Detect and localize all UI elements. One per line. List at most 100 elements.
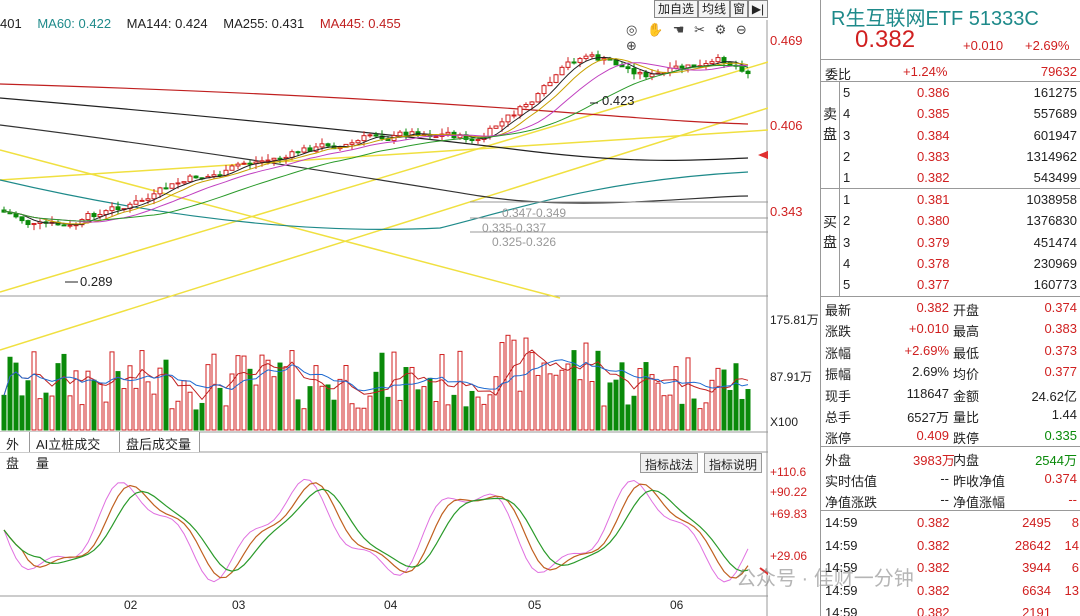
volume-bar bbox=[373, 371, 379, 431]
volume-bar bbox=[511, 339, 517, 431]
volume-bar bbox=[319, 385, 325, 431]
volume-bar bbox=[463, 406, 469, 431]
stat-value: 0.374 bbox=[1044, 300, 1077, 315]
volume-bar bbox=[661, 395, 667, 431]
divider bbox=[821, 59, 1080, 60]
webi-row: 委比 +1.24% 79632 bbox=[821, 61, 1080, 82]
volume-bar bbox=[139, 350, 145, 431]
buy-order-row[interactable]: 2 0.380 1376830 bbox=[821, 210, 1080, 231]
candle-body bbox=[31, 222, 37, 226]
buy-order-row[interactable]: 4 0.378 230969 bbox=[821, 253, 1080, 274]
volume-ma-line bbox=[3, 359, 749, 396]
sell-order-row[interactable]: 5 0.386 161275 bbox=[821, 82, 1080, 103]
sell-order-row[interactable]: 2 0.383 1314962 bbox=[821, 146, 1080, 167]
buy-order-row[interactable]: 1 0.381 1038958 bbox=[821, 189, 1080, 210]
indicator-help-button[interactable]: 指标说明 bbox=[704, 453, 763, 473]
tab-ai-volume[interactable]: AI立桩成交量 bbox=[30, 432, 120, 471]
volume-bar bbox=[451, 394, 457, 431]
sell-order-row[interactable]: 4 0.385 557689 bbox=[821, 103, 1080, 124]
level-number: 2 bbox=[843, 148, 851, 164]
candle-body bbox=[85, 213, 91, 221]
trend-line-upper bbox=[0, 61, 768, 293]
order-price: 0.384 bbox=[917, 127, 950, 143]
candle-body bbox=[571, 61, 577, 64]
indicator-strategy-button[interactable]: 指标战法 bbox=[640, 453, 699, 473]
candle-body bbox=[535, 93, 541, 103]
volume-bar bbox=[97, 383, 103, 431]
volume-bar bbox=[457, 350, 463, 431]
ma445-label: MA445: 0.455 bbox=[319, 16, 401, 31]
window-button[interactable]: 窗 bbox=[730, 0, 748, 18]
tab-after-hours-volume[interactable]: 盘后成交量 bbox=[120, 432, 200, 452]
zoom-out-icon[interactable]: ⊖ bbox=[735, 22, 747, 37]
ma-line-button[interactable]: 均线 bbox=[698, 0, 730, 18]
order-volume: 1314962 bbox=[1026, 148, 1077, 164]
volume-bar bbox=[577, 379, 583, 431]
volume-bar bbox=[571, 350, 577, 431]
candle-body bbox=[709, 61, 715, 65]
tick-volume: 28642 bbox=[1014, 537, 1051, 553]
add-watch-button[interactable]: 加自选 bbox=[654, 0, 698, 18]
sell-order-row[interactable]: 1 0.382 543499 bbox=[821, 167, 1080, 188]
buy-order-row[interactable]: 3 0.379 451474 bbox=[821, 232, 1080, 253]
candle-body bbox=[445, 131, 451, 135]
stat-label: 量比 bbox=[953, 410, 980, 425]
volume-bar bbox=[613, 379, 619, 431]
volume-bar bbox=[241, 355, 247, 431]
price-change-pct: +2.69% bbox=[1025, 38, 1070, 53]
settings-icon[interactable]: ⚙ bbox=[714, 22, 727, 37]
zoom-in-icon[interactable]: ⊕ bbox=[626, 38, 637, 53]
volume-bar bbox=[475, 396, 481, 431]
chart-tools: ◎ ✋ ☚ ✂ ⚙ ⊖ ⊕ bbox=[626, 22, 766, 53]
ma144-line bbox=[0, 124, 749, 204]
volume-tick-2: 87.91万 bbox=[770, 370, 813, 384]
order-volume: 543499 bbox=[1033, 170, 1077, 186]
candle-body bbox=[181, 181, 187, 184]
stat-value: 0.383 bbox=[1044, 321, 1077, 337]
stat-value: +2.69% bbox=[904, 342, 949, 358]
candle-body bbox=[361, 135, 367, 142]
price-tick-1: 0.469 bbox=[770, 33, 803, 48]
month-label: 06 bbox=[670, 598, 684, 612]
outer-inner-row: 外盘 3983万 内盘 2544万 bbox=[821, 447, 1080, 468]
nav-label: 净值涨幅 bbox=[953, 495, 1006, 510]
level-number: 2 bbox=[843, 213, 851, 229]
stat-label: 现手 bbox=[825, 388, 852, 404]
hand-alt-icon[interactable]: ☚ bbox=[672, 22, 685, 37]
order-volume: 451474 bbox=[1033, 234, 1077, 250]
divider bbox=[821, 188, 1080, 189]
candle-body bbox=[631, 68, 637, 75]
volume-bar bbox=[397, 399, 403, 431]
volume-bar bbox=[331, 399, 337, 431]
tick-time: 14:59 bbox=[825, 605, 858, 616]
candle-body bbox=[433, 135, 439, 138]
volume-bar bbox=[439, 354, 445, 431]
price-tick-3: 0.343 bbox=[770, 204, 803, 219]
volume-bar bbox=[733, 363, 739, 431]
osc-tick-2: +90.22 bbox=[770, 485, 808, 499]
candle-body bbox=[523, 103, 529, 108]
candle-body bbox=[589, 54, 595, 57]
expand-button[interactable]: ▶| bbox=[748, 0, 768, 18]
volume-bar bbox=[709, 379, 715, 431]
trend-line-mid bbox=[0, 129, 768, 181]
volume-bar bbox=[271, 376, 277, 431]
chart-canvas[interactable] bbox=[0, 0, 768, 616]
sell-order-row[interactable]: 3 0.384 601947 bbox=[821, 125, 1080, 146]
volume-bar bbox=[535, 374, 541, 431]
tab-outer[interactable]: 外盘 bbox=[0, 432, 30, 471]
hand-icon[interactable]: ✋ bbox=[646, 22, 664, 37]
candle-body bbox=[259, 160, 265, 163]
buy-order-row[interactable]: 5 0.377 160773 bbox=[821, 274, 1080, 295]
order-price: 0.377 bbox=[917, 277, 950, 293]
scissors-icon[interactable]: ✂ bbox=[694, 22, 705, 37]
volume-bar bbox=[181, 380, 187, 431]
short-ma-lines bbox=[3, 56, 749, 226]
volume-bar bbox=[643, 362, 649, 431]
tick-row: 14:59 0.382 6634 13 bbox=[821, 580, 1080, 601]
stat-value: 0.373 bbox=[1044, 342, 1077, 358]
divider bbox=[821, 446, 1080, 447]
candle-body bbox=[151, 193, 157, 200]
ma60-label: MA60: 0.422 bbox=[37, 16, 112, 31]
eye-icon[interactable]: ◎ bbox=[626, 22, 638, 37]
